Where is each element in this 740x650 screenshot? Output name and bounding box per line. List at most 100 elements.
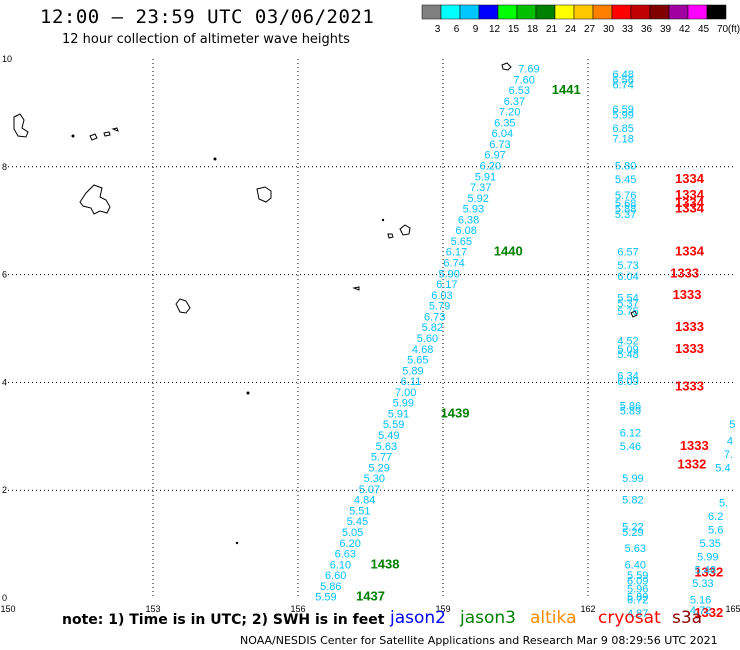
- wave-height-value: 6.12: [620, 427, 641, 439]
- legend-swatch: [554, 4, 575, 20]
- pass-time-label: 1334: [675, 244, 705, 259]
- pass-time-label: 1333: [673, 287, 702, 302]
- pass-time-label: 1334: [675, 195, 705, 210]
- wave-height-value: 5.63: [376, 441, 397, 453]
- wave-height-value: 7.18: [612, 134, 633, 146]
- wave-height-value: 4.84: [354, 495, 375, 507]
- island-outline: [387, 233, 394, 239]
- wave-height-value: 5.65: [407, 355, 428, 367]
- wave-height-value: 7.00: [395, 387, 416, 399]
- wave-height-value: 5.75: [617, 306, 638, 318]
- legend-label: 36: [641, 24, 653, 35]
- island-outline: [501, 62, 512, 71]
- wave-height-value: 5.35: [699, 538, 720, 550]
- pass-time-label: 1332: [694, 605, 723, 620]
- wave-height-value: 6.97: [484, 150, 505, 162]
- legend-label: 70: [717, 24, 729, 35]
- wave-height-value: 6.57: [617, 247, 638, 259]
- y-tick-label: 0: [2, 593, 7, 603]
- wave-height-value: 5.60: [417, 333, 438, 345]
- credit-line: NOAA/NESDIS Center for Satellite Applica…: [240, 634, 718, 647]
- island-outline: [256, 186, 272, 203]
- legend-label: 9: [473, 24, 479, 35]
- pass-time-label: 1439: [441, 405, 470, 420]
- satellite-legend-s3a: s3a: [672, 608, 703, 628]
- wave-height-value: 6.11: [401, 376, 422, 388]
- wave-height-value: 5.54: [617, 293, 638, 305]
- y-tick-label: 10: [2, 54, 12, 64]
- legend-swatch: [649, 4, 670, 20]
- wave-height-value: 7.69: [518, 63, 539, 75]
- satellite-legend-cryosat: cryosat: [598, 608, 661, 628]
- wave-height-value: 7.60: [513, 74, 534, 86]
- legend-swatch: [497, 4, 518, 20]
- wave-height-value: 5.37: [617, 298, 638, 310]
- legend-swatch: [440, 4, 461, 20]
- wave-height-value: 6.38: [458, 214, 479, 226]
- pass-time-label: 1333: [675, 341, 704, 356]
- wave-height-value: 5.88: [615, 204, 636, 216]
- y-tick-label: 6: [2, 270, 7, 280]
- wave-height-value: 5: [729, 419, 735, 431]
- pass-time-label: 1334: [675, 171, 705, 186]
- wave-height-value: 5.45: [615, 174, 636, 186]
- land-outlines: [13, 62, 638, 545]
- legend-swatch: [706, 4, 727, 20]
- wave-height-value: 5.77: [371, 452, 392, 464]
- legend-swatch: [535, 4, 556, 20]
- wave-height-value: 6.74: [612, 80, 633, 92]
- legend-label: 27: [584, 24, 596, 35]
- wave-height-value: 6.2: [708, 511, 723, 523]
- page-subtitle: 12 hour collection of altimeter wave hei…: [62, 32, 350, 47]
- wave-height-value: 6.17: [446, 247, 467, 259]
- pass-time-label: 1438: [371, 556, 400, 571]
- legend-label: 24: [565, 24, 577, 35]
- island-dot: [381, 218, 385, 222]
- wave-height-value: 5.09: [617, 344, 638, 356]
- wave-height-value: 6.17: [436, 279, 457, 291]
- wave-height-value: 5.89: [627, 592, 648, 604]
- wave-height-value: 5.86: [620, 400, 641, 412]
- pass-time-label: 1334: [675, 201, 705, 216]
- legend-label: 39: [660, 24, 672, 35]
- wave-height-value: 6.53: [509, 85, 530, 97]
- wave-height-value: 6.35: [494, 117, 515, 129]
- legend-label: 18: [527, 24, 539, 35]
- wave-height-value: 6.59: [612, 104, 633, 116]
- legend-label: 45: [698, 24, 710, 35]
- wave-height-value: 5.59: [627, 570, 648, 582]
- wave-height-value: 5.51: [349, 505, 370, 517]
- island-outline: [352, 286, 360, 291]
- wave-height-value: 5.: [719, 497, 728, 509]
- wave-height-value: 5.59: [383, 419, 404, 431]
- wave-height-value: 4.72: [690, 605, 711, 617]
- wave-height-value: 5.92: [467, 193, 488, 205]
- pass-time-label: 1441: [552, 82, 581, 97]
- chart-grid: 150 153 156 159 162 165 0 2 4 6 8 10: [0, 54, 740, 614]
- y-tick-label: 4: [2, 377, 7, 387]
- satellite-legend-altika: altika: [530, 608, 577, 628]
- wave-height-value: 6.63: [335, 549, 356, 561]
- wave-height-value: 6.73: [424, 311, 445, 323]
- wave-height-value: 6.72: [627, 594, 648, 606]
- wave-height-value: 6.60: [325, 570, 346, 582]
- legend-swatch: [630, 4, 651, 20]
- wave-height-data: 7.697.606.536.377.206.356.046.736.976.20…: [315, 63, 735, 619]
- wave-height-value: 7.: [724, 449, 733, 461]
- wave-height-value: 5.73: [617, 260, 638, 272]
- footer-note: note: 1) Time is in UTC; 2) SWH is in fe…: [62, 612, 385, 628]
- wave-height-value: 6.04: [617, 271, 638, 283]
- wave-height-value: 7.37: [470, 182, 491, 194]
- wave-height-value: 5.05: [342, 527, 363, 539]
- wave-height-value: 5.93: [463, 204, 484, 216]
- legend-label: 15: [508, 24, 520, 35]
- legend-label: 33: [622, 24, 634, 35]
- pass-time-label: 1437: [356, 589, 385, 604]
- wave-height-value: 4.68: [412, 344, 433, 356]
- wave-height-value: 6.10: [330, 559, 351, 571]
- wave-height-value: 6.40: [625, 559, 646, 571]
- legend-swatch: [421, 4, 442, 20]
- legend-label: 3: [435, 24, 441, 35]
- wave-height-value: 5.76: [615, 190, 636, 202]
